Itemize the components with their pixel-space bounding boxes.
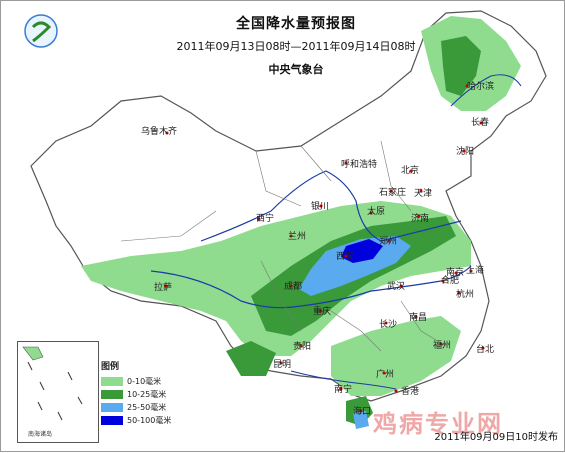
legend-item: 50-100毫米 (101, 414, 171, 427)
city-label-lasa: 拉萨 (154, 283, 173, 293)
legend-item: 10-25毫米 (101, 388, 171, 401)
city-label-chengdu: 成都 (284, 282, 303, 292)
rain-zone-light-south (331, 316, 461, 396)
city-label-fuzhou: 福州 (433, 341, 452, 351)
yangtze-river (150, 265, 472, 309)
legend-swatch (101, 390, 123, 399)
legend-label: 25-50毫米 (127, 403, 167, 412)
legend-label: 0-10毫米 (127, 377, 162, 386)
city-label-taibei: 台北 (476, 345, 495, 355)
city-label-shijiazhuang: 石家庄 (379, 188, 407, 198)
rain-zone-moderate-southwest (226, 341, 276, 376)
city-label-haikou: 海口 (353, 407, 372, 417)
legend-item: 25-50毫米 (101, 401, 171, 414)
city-label-shenyang: 沈阳 (456, 147, 475, 157)
legend: 图例 0-10毫米 10-25毫米 25-50毫米 50-100毫米 (101, 359, 171, 427)
legend-swatch (101, 416, 123, 425)
inset-islands (22, 346, 83, 421)
city-label-changsha: 长沙 (379, 320, 398, 330)
city-label-jinan: 济南 (411, 214, 430, 224)
south-china-sea-inset: 南海诸岛 (17, 341, 99, 443)
city-label-guangzhou: 广州 (376, 370, 395, 380)
rain-zone-moderate-northeast (441, 36, 481, 96)
rain-zone-heavy (299, 236, 411, 296)
city-label-haerbin: 哈尔滨 (467, 82, 495, 92)
city-label-xining: 西宁 (256, 214, 275, 224)
city-label-wulumuqi: 乌鲁木齐 (141, 127, 178, 137)
map-header: 全国降水量预报图 2011年09月13日08时—2011年09月14日08时 中… (151, 13, 441, 77)
city-label-shanghai: 上海 (466, 266, 485, 276)
publish-date: 2011年09月09日10时发布 (434, 432, 558, 443)
city-label-xianggang: 香港 (401, 387, 420, 397)
city-label-huhehaote: 呼和浩特 (341, 160, 378, 170)
city-label-yinchuan: 银川 (311, 202, 330, 212)
issuing-agency: 中央气象台 (268, 63, 324, 76)
city-label-wuhan: 武汉 (387, 282, 406, 292)
pearl-river (290, 370, 397, 390)
city-label-tianjin: 天津 (414, 189, 433, 199)
watermark: 鸡病专业网 (373, 410, 503, 438)
city-label-taiyuan: 太原 (367, 207, 386, 217)
legend-label: 10-25毫米 (127, 390, 167, 399)
city-label-guiyang: 贵阳 (293, 342, 312, 352)
rain-zone-heavy-hainan (353, 411, 369, 429)
china-outline (30, 10, 547, 402)
map-title: 全国降水量预报图 (236, 16, 356, 32)
city-label-nanjing: 南京 (446, 268, 465, 278)
legend-swatch (101, 377, 123, 386)
legend-item: 0-10毫米 (101, 375, 171, 388)
legend-swatch (101, 403, 123, 412)
city-label-beijing: 北京 (401, 166, 420, 176)
city-markers (164, 84, 485, 413)
rain-zone-rainstorm (341, 239, 383, 263)
agency-logo (24, 14, 58, 48)
city-label-hangzhou: 杭州 (456, 290, 475, 300)
city-label-xian: 西安 (336, 252, 355, 262)
forecast-period: 2011年09月13日08时—2011年09月14日08时 (176, 40, 416, 53)
province-borders (120, 140, 447, 352)
city-label-kunming: 昆明 (273, 360, 292, 370)
city-label-lanzhou: 兰州 (288, 232, 307, 242)
legend-label: 50-100毫米 (127, 416, 172, 425)
city-label-nanchang: 南昌 (409, 313, 428, 323)
songhua-river (450, 74, 522, 107)
yellow-river (200, 170, 462, 242)
inset-label: 南海诸岛 (28, 431, 53, 438)
legend-title: 图例 (101, 362, 120, 372)
city-label-hefei: 合肥 (441, 276, 460, 286)
city-label-chongqing: 重庆 (313, 307, 332, 317)
city-label-changchun: 长春 (471, 118, 490, 128)
city-label-zhengzhou: 郑州 (379, 237, 398, 247)
city-label-nanning: 南宁 (334, 385, 353, 395)
